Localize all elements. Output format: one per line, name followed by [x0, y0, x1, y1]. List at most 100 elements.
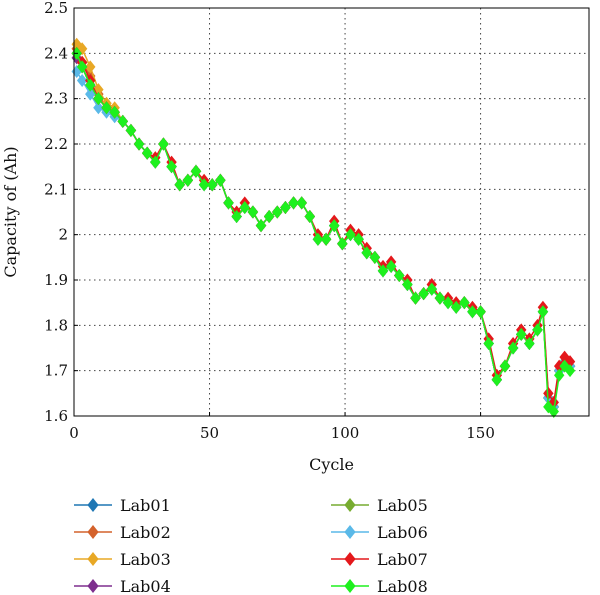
- series-lab08: [71, 46, 576, 418]
- data-point: [158, 137, 169, 151]
- data-point: [532, 323, 543, 337]
- data-point: [85, 78, 96, 92]
- data-point: [223, 196, 234, 210]
- series-lab01: [71, 46, 576, 414]
- data-point: [543, 386, 554, 400]
- data-point: [499, 359, 511, 373]
- data-point: [85, 87, 96, 101]
- data-point: [93, 101, 104, 115]
- legend-item-lab04: Lab04: [74, 577, 171, 595]
- data-point: [564, 364, 576, 378]
- legend-item-lab05: Lab05: [331, 496, 428, 515]
- data-point: [369, 250, 381, 264]
- data-point: [467, 305, 478, 319]
- legend-marker: [87, 525, 99, 539]
- axis-ticks: 1.6 1.7 1.8 1.9 2 2.1 2.2 2.3 2.4 2.5 0 50 100 150: [44, 0, 495, 442]
- series-lab05: [71, 46, 576, 414]
- legend-label: Lab06: [377, 523, 428, 542]
- data-point: [353, 232, 364, 246]
- data-point: [296, 196, 307, 210]
- legend-item-lab03: Lab03: [74, 550, 171, 569]
- data-point: [198, 178, 210, 192]
- legend-label: Lab08: [377, 577, 428, 595]
- data-point: [483, 336, 494, 350]
- y-tick-label: 2.4: [44, 44, 68, 62]
- series-line: [76, 48, 571, 410]
- y-tick-label: 1.6: [44, 407, 68, 425]
- legend-item-lab06: Lab06: [331, 523, 428, 542]
- x-tick-label: 50: [200, 424, 219, 442]
- data-point: [385, 259, 397, 273]
- y-tick-label: 2.3: [44, 90, 68, 108]
- legend-marker: [344, 579, 356, 593]
- legend-item-lab01: Lab01: [74, 496, 171, 515]
- series-lab07: [71, 46, 576, 409]
- data-point: [141, 146, 153, 160]
- series-line: [76, 52, 571, 410]
- data-point: [109, 105, 120, 119]
- data-point: [426, 282, 437, 296]
- data-point: [442, 296, 454, 310]
- data-point: [117, 114, 128, 128]
- data-point: [263, 210, 275, 224]
- data-point: [166, 160, 177, 174]
- y-tick-label: 1.7: [44, 362, 68, 380]
- data-point: [329, 219, 340, 233]
- y-axis-label: Capacity of (Ah): [1, 146, 20, 277]
- y-tick-label: 2: [58, 226, 68, 244]
- legend-item-lab08: Lab08: [331, 577, 428, 595]
- data-point: [280, 200, 291, 214]
- data-point: [76, 60, 88, 74]
- data-point: [537, 305, 549, 319]
- legend-label: Lab07: [377, 550, 428, 569]
- data-point: [190, 164, 202, 178]
- data-point: [247, 205, 259, 219]
- data-point: [434, 291, 446, 305]
- data-point: [125, 123, 137, 137]
- legend-label: Lab05: [377, 496, 428, 515]
- series-line: [76, 52, 571, 405]
- data-point: [475, 305, 486, 319]
- data-point: [320, 232, 332, 246]
- grid: [74, 8, 589, 416]
- x-tick-label: 100: [331, 424, 360, 442]
- series-lab04: [71, 51, 576, 414]
- data-point: [337, 237, 348, 251]
- series-line: [76, 43, 571, 410]
- data-point: [272, 205, 283, 219]
- legend-marker: [87, 552, 99, 566]
- data-point: [239, 200, 250, 214]
- data-point: [564, 355, 576, 369]
- data-point: [345, 228, 356, 242]
- series-line: [76, 53, 571, 413]
- data-point: [93, 92, 104, 106]
- data-point: [255, 219, 267, 233]
- data-point: [553, 368, 565, 382]
- data-point: [394, 268, 405, 282]
- x-tick-label: 0: [69, 424, 79, 442]
- series-lab02: [71, 42, 576, 414]
- data-point: [524, 336, 535, 350]
- data-point: [215, 173, 226, 187]
- data-point: [548, 404, 559, 418]
- legend-item-lab02: Lab02: [74, 523, 171, 542]
- data-point: [516, 327, 527, 341]
- data-point: [231, 210, 242, 224]
- data-point: [174, 178, 185, 192]
- legend-label: Lab02: [120, 523, 171, 542]
- plot-frame: [73, 7, 590, 417]
- data-point: [402, 278, 413, 292]
- series-line: [76, 53, 571, 410]
- data-point: [450, 300, 462, 314]
- data-point: [207, 178, 218, 192]
- series-line: [76, 57, 571, 410]
- data-point: [418, 287, 429, 301]
- data-point: [312, 232, 324, 246]
- series-group: [71, 37, 576, 418]
- legend-marker: [87, 498, 99, 512]
- legend-item-lab07: Lab07: [331, 550, 428, 569]
- y-tick-label: 2.2: [44, 135, 68, 153]
- data-point: [507, 341, 519, 355]
- y-tick-label: 2.1: [44, 180, 68, 198]
- x-tick-label: 150: [466, 424, 495, 442]
